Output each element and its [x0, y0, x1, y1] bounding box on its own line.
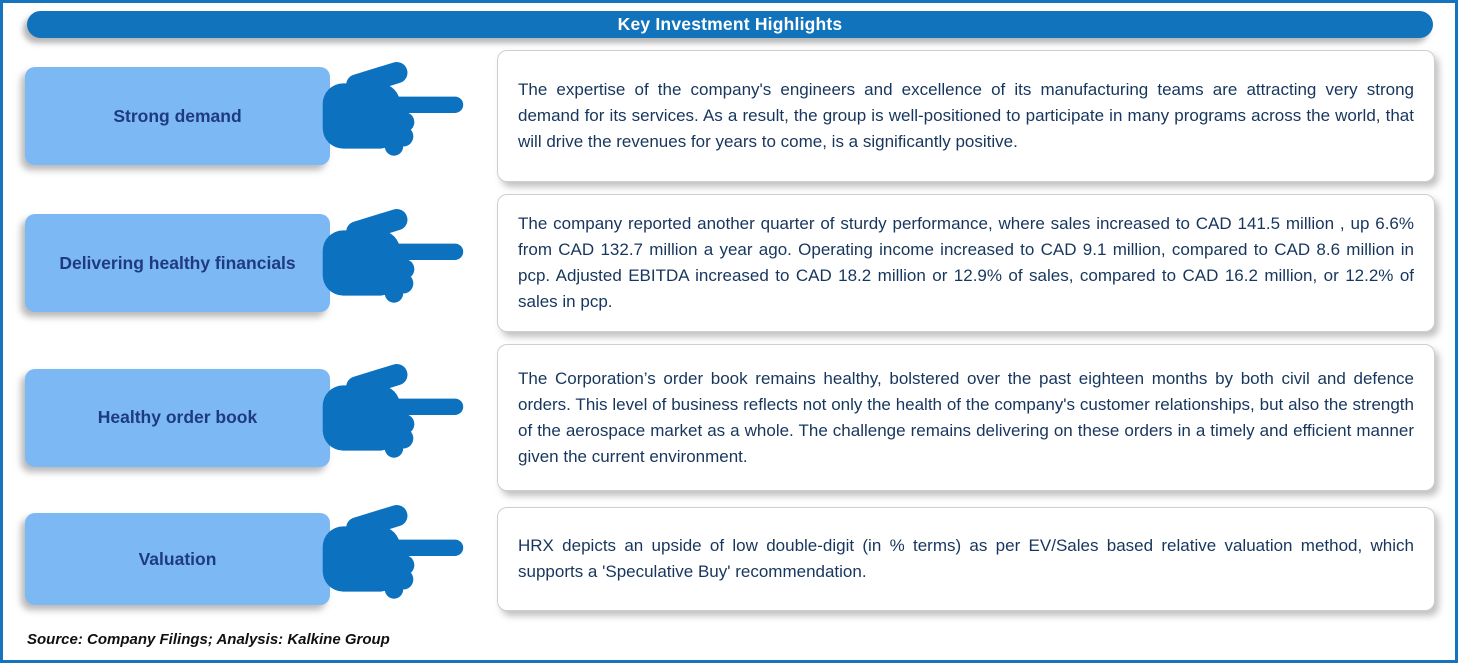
pointing-hand-icon [322, 207, 497, 319]
label-box-order-book: Healthy order book [25, 368, 330, 467]
label-text: Valuation [138, 548, 217, 569]
highlights-list: Strong demand The expertise of the compa… [25, 50, 1435, 627]
highlight-row-valuation: Valuation HRX depicts an upside of low d… [25, 503, 1435, 615]
detail-text: The Corporation’s order book remains hea… [518, 368, 1414, 466]
highlight-row-healthy-financials: Delivering healthy financials The compan… [25, 194, 1435, 332]
detail-card-order-book: The Corporation’s order book remains hea… [497, 344, 1435, 491]
detail-card-healthy-financials: The company reported another quarter of … [497, 194, 1435, 332]
pointing-hand-icon [322, 503, 497, 615]
page-title: Key Investment Highlights [617, 14, 843, 34]
highlight-row-strong-demand: Strong demand The expertise of the compa… [25, 50, 1435, 182]
label-text: Healthy order book [97, 407, 258, 427]
label-box-strong-demand: Strong demand [25, 67, 330, 165]
label-box-valuation: Valuation [25, 513, 330, 605]
detail-text: The company reported another quarter of … [518, 214, 1414, 311]
highlight-row-order-book: Healthy order book The Corporation’s ord… [25, 344, 1435, 491]
source-note: Source: Company Filings; Analysis: Kalki… [27, 631, 390, 648]
label-box-healthy-financials: Delivering healthy financials [25, 214, 330, 312]
detail-text: HRX depicts an upside of low double-digi… [518, 536, 1414, 581]
label-text: Strong demand [113, 105, 242, 126]
detail-text: The expertise of the company's engineers… [518, 80, 1414, 151]
header-bar: Key Investment Highlights [27, 11, 1433, 38]
pointing-hand-icon [322, 60, 497, 172]
label-text: Delivering healthy financials [59, 252, 296, 273]
detail-card-strong-demand: The expertise of the company's engineers… [497, 50, 1435, 182]
pointing-hand-icon [322, 362, 497, 474]
detail-card-valuation: HRX depicts an upside of low double-digi… [497, 507, 1435, 611]
